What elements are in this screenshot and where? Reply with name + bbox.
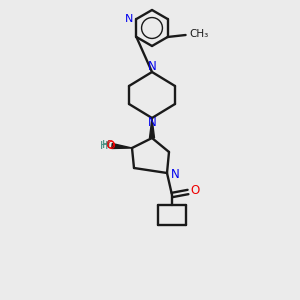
Text: O: O (106, 141, 115, 151)
Text: H: H (102, 140, 110, 150)
Text: O: O (105, 140, 114, 150)
Polygon shape (149, 118, 154, 138)
Polygon shape (112, 143, 132, 148)
Text: N: N (148, 116, 156, 130)
Text: N: N (171, 167, 180, 181)
Text: H: H (100, 141, 108, 151)
Text: N: N (148, 61, 156, 74)
Text: O: O (190, 184, 200, 197)
Text: CH₃: CH₃ (190, 29, 209, 39)
Text: N: N (125, 14, 134, 24)
